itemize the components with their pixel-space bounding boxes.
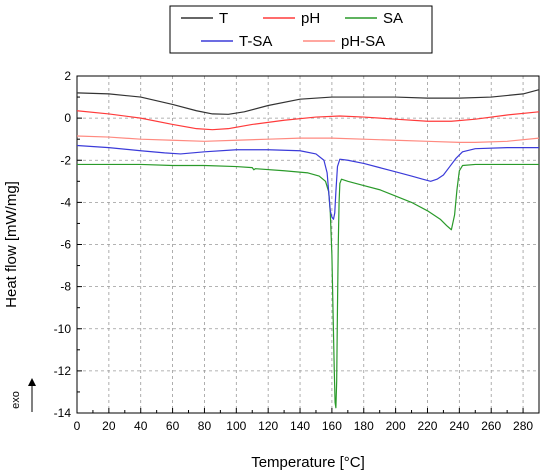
x-tick-label: 220 [417,419,437,433]
legend-label: T [219,10,228,27]
y-tick-label: -2 [60,153,71,167]
x-tick-label: 60 [166,419,180,433]
x-tick-label: 140 [290,419,310,433]
x-tick-label: 40 [134,419,148,433]
y-tick-label: 0 [64,111,71,125]
y-axis: 2 0 -2 -4 -6 -8 -10 -12 -14 [54,69,82,420]
x-tick-label: 180 [354,419,374,433]
x-tick-label: 160 [322,419,342,433]
y-tick-label: -4 [60,195,71,209]
series-line-t-sa [76,144,539,220]
series-line-ph [76,110,540,131]
series-line-t [76,89,540,115]
legend-label: T-SA [239,33,272,50]
legend-frame [169,5,433,54]
y-tick-label: -14 [54,406,72,420]
x-tick-label: 240 [449,419,469,433]
exo-indicator: exo [10,378,36,412]
x-tick-label: 20 [102,419,116,433]
y-tick-label: -6 [60,238,71,252]
grid [77,76,539,413]
x-tick-label: 100 [226,419,246,433]
exo-arrow-icon [28,378,36,386]
x-tick-label: 260 [481,419,501,433]
x-tick-label: 120 [258,419,278,433]
x-tick-label: 280 [513,419,533,433]
x-tick-label: 80 [198,419,212,433]
y-tick-label: 2 [64,69,71,83]
legend-label: SA [383,10,403,27]
x-tick-label: 200 [386,419,406,433]
x-axis-title: Temperature [°C] [251,454,365,471]
legend-label: pH [301,10,320,27]
exo-label: exo [10,391,22,409]
y-tick-label: -8 [60,280,71,294]
y-tick-label: -12 [54,364,72,378]
x-tick-label: 0 [74,419,81,433]
series-layer [76,89,540,409]
series-line-ph-sa [76,135,540,143]
y-axis-title: Heat flow [mW/mg] [3,181,20,308]
y-tick-label: -10 [54,322,72,336]
x-axis: 0 20 40 60 80 100 120 140 160 180 200 220 240 260 280 [74,408,533,433]
series-line-sa [77,163,539,409]
legend-label: pH-SA [341,33,385,50]
